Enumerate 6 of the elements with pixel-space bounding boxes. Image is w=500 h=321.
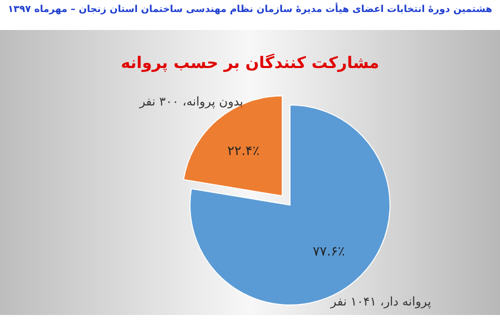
slice-label: بدون پروانه، ۳۰۰ نفر bbox=[138, 94, 244, 109]
chart-title: هشتمین دورهٔ انتخابات اعضای هیأت مدیرهٔ سازمان نظام مهندسی ساختمان استان زنجان – مهرماه ۱۳۹۷ bbox=[8, 4, 492, 15]
data-label: ۲۲.۴٪ bbox=[227, 144, 260, 160]
chart-subtitle: مشارکت کنندگان بر حسب پروانه bbox=[120, 53, 380, 72]
data-label: ۷۷.۶٪ bbox=[312, 244, 345, 260]
slice-label: پروانه دار، ۱۰۴۱ نفر bbox=[330, 294, 432, 308]
